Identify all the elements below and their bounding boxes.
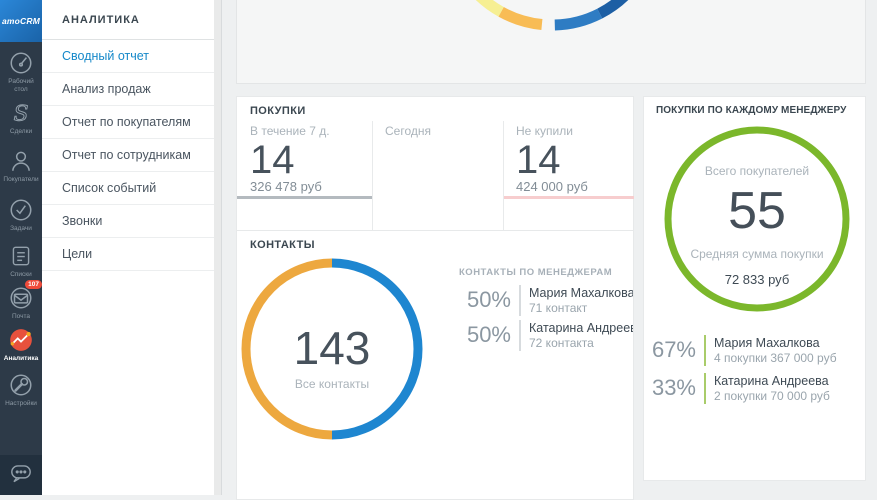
total-buyers-value: 55 — [728, 182, 786, 240]
mail-unread-badge: 107 — [25, 280, 42, 289]
sidebar-item-customers[interactable]: Покупатели — [0, 148, 42, 184]
amocrm-logo[interactable]: amoCRM — [0, 0, 42, 42]
avg-purchase-label: Средняя сумма покупки — [690, 247, 824, 261]
percent-divider — [704, 373, 706, 404]
manager-name: Мария Махалкова — [714, 336, 820, 350]
contact-manager-name: Катарина Андреева — [529, 321, 634, 335]
contact-manager-name: Мария Махалкова — [529, 286, 634, 300]
percent-divider — [519, 285, 521, 316]
menu-header: АНАЛИТИКА — [42, 0, 221, 40]
analytics-menu-panel: АНАЛИТИКА Сводный отчет Анализ продаж От… — [42, 0, 222, 495]
avg-purchase-value: 72 833 руб — [724, 272, 790, 287]
purchases-week-sum: 326 478 руб — [250, 179, 322, 194]
purchases-notbought-count: 14 — [516, 138, 561, 182]
manager-row: 67% Мария Махалкова 4 покупки 367 000 ру… — [644, 335, 867, 367]
purchases-notbought-sum: 424 000 руб — [516, 179, 588, 194]
total-buyers-ring-chart — [664, 126, 850, 312]
column-divider — [503, 121, 504, 315]
contact-manager-detail: 71 контакт — [529, 301, 588, 315]
svg-text:S: S — [14, 102, 29, 126]
managers-title: ПОКУПКИ ПО КАЖДОМУ МЕНЕДЖЕРУ — [656, 105, 847, 116]
icon-sidebar: amoCRM Рабочий стол S Сделки Покупатели … — [0, 0, 42, 495]
menu-scrollbar[interactable] — [214, 0, 221, 495]
column-divider — [372, 121, 373, 315]
settings-icon — [8, 372, 34, 398]
purchases-notbought-label: Не купили — [516, 124, 573, 138]
tasks-icon — [8, 197, 34, 223]
contact-manager-row: 50% Мария Махалкова 71 контакт — [459, 285, 634, 317]
purchases-today-label: Сегодня — [385, 124, 431, 138]
contact-percent: 50% — [466, 287, 511, 312]
contact-manager-row: 50% Катарина Андреева 72 контакта — [459, 320, 634, 352]
purchases-title: ПОКУПКИ — [250, 105, 306, 117]
menu-item-calls[interactable]: Звонки — [42, 205, 221, 238]
support-chat-button[interactable] — [0, 455, 42, 495]
manager-percent: 67% — [651, 337, 696, 362]
sidebar-item-mail[interactable]: 107 Почта — [0, 280, 42, 321]
purchases-notbought-bar — [504, 196, 634, 199]
menu-item-goals[interactable]: Цели — [42, 238, 221, 271]
menu-item-customers-report[interactable]: Отчет по покупателям — [42, 106, 221, 139]
sidebar-item-desktop[interactable]: Рабочий стол — [0, 50, 42, 94]
menu-item-summary-report[interactable]: Сводный отчет — [42, 40, 221, 73]
contacts-title: КОНТАКТЫ — [250, 239, 315, 251]
manager-name: Катарина Андреева — [714, 374, 829, 388]
top-chart-card — [236, 0, 866, 84]
purchases-week-label: В течение 7 д. — [250, 124, 330, 138]
manager-row: 33% Катарина Андреева 2 покупки 70 000 р… — [644, 373, 867, 405]
contacts-card: КОНТАКТЫ 143 Все контакты КОНТАКТЫ ПО МЕ… — [236, 230, 634, 500]
contacts-by-manager-title: КОНТАКТЫ ПО МЕНЕДЖЕРАМ — [459, 267, 613, 278]
sidebar-item-settings[interactable]: Настройки — [0, 372, 42, 408]
contacts-total-value: 143 — [293, 322, 371, 374]
purchases-by-manager-card: ПОКУПКИ ПО КАЖДОМУ МЕНЕДЖЕРУ Всего покуп… — [643, 96, 866, 481]
menu-item-employees-report[interactable]: Отчет по сотрудникам — [42, 139, 221, 172]
total-buyers-label: Всего покупателей — [704, 164, 810, 178]
menu-item-sales-analysis[interactable]: Анализ продаж — [42, 73, 221, 106]
sidebar-item-tasks[interactable]: Задачи — [0, 197, 42, 233]
customers-icon — [8, 148, 34, 174]
chat-bubble-icon — [8, 460, 34, 491]
percent-divider — [704, 335, 706, 366]
manager-percent: 33% — [651, 375, 696, 400]
dashboard-gauge-icon — [8, 50, 34, 76]
menu-item-events-list[interactable]: Список событий — [42, 172, 221, 205]
manager-detail: 4 покупки 367 000 руб — [714, 351, 837, 365]
contact-percent: 50% — [466, 322, 511, 347]
sidebar-item-deals[interactable]: S Сделки — [8, 100, 34, 135]
contacts-total-label: Все контакты — [294, 377, 370, 391]
contact-manager-detail: 72 контакта — [529, 336, 594, 350]
purchases-week-bar — [237, 196, 372, 199]
top-donut-chart — [475, 0, 629, 31]
lists-icon — [8, 243, 34, 269]
mail-icon: 107 — [8, 280, 42, 311]
contacts-donut-chart — [241, 258, 423, 440]
sidebar-item-lists[interactable]: Списки — [0, 243, 42, 279]
analytics-icon — [8, 327, 34, 353]
percent-divider — [519, 320, 521, 351]
manager-detail: 2 покупки 70 000 руб — [714, 389, 830, 403]
deals-icon: S — [8, 100, 34, 126]
purchases-week-count: 14 — [250, 138, 295, 182]
main-content: ПОКУПКИ В течение 7 д. 14 326 478 руб Се… — [222, 0, 877, 500]
sidebar-item-analytics[interactable]: Аналитика — [0, 327, 42, 363]
